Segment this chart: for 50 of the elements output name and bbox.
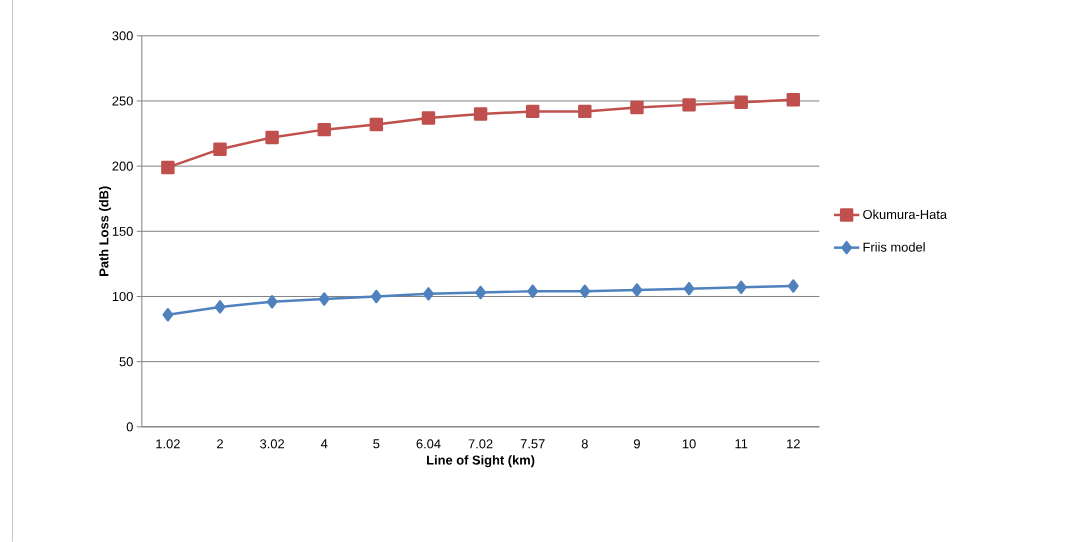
point	[578, 104, 592, 119]
point	[475, 285, 486, 300]
point	[265, 130, 279, 145]
point	[527, 284, 539, 298]
point	[317, 122, 331, 137]
point	[421, 111, 436, 125]
x-tick-label: 5	[373, 439, 380, 449]
point	[787, 279, 799, 293]
x-tick-label: 2	[217, 439, 223, 449]
point	[423, 287, 434, 301]
point	[214, 300, 226, 314]
x-tick-label: 7.57	[520, 439, 545, 449]
x-tick-label: 11	[735, 439, 748, 449]
y-tick-label: 150	[112, 226, 133, 236]
y-tick-label: 100	[112, 291, 133, 301]
x-tick-label: 8	[581, 439, 588, 449]
legend-label: Friis model	[863, 242, 925, 252]
y-tick-label: 0	[126, 422, 133, 432]
x-tick-label: 1.02	[156, 439, 180, 449]
x-tick-label: 6.04	[416, 439, 441, 449]
x-tick-label: 4	[320, 439, 328, 449]
y-axis-title: Path Loss (dB)	[98, 186, 112, 276]
point	[735, 280, 747, 294]
y-tick-label: 200	[112, 161, 133, 171]
point	[162, 307, 174, 322]
point	[266, 294, 278, 309]
y-tick-label: 50	[119, 356, 133, 367]
x-tick-label: 12	[787, 439, 800, 449]
point	[369, 117, 384, 132]
legend-label: Okumura-Hata	[863, 209, 948, 219]
x-axis-title: Line of Sight (km)	[427, 455, 535, 468]
x-tick-label: 7.02	[468, 439, 493, 449]
point	[525, 104, 540, 119]
point	[683, 281, 695, 296]
x-tick-label: 10	[682, 439, 696, 449]
point	[631, 283, 643, 297]
point	[682, 98, 696, 112]
y-tick-label: 300	[112, 31, 133, 41]
point	[630, 100, 644, 115]
point	[734, 95, 748, 109]
x-tick-label: 3.02	[260, 439, 284, 449]
point	[161, 160, 175, 175]
point	[318, 292, 330, 306]
point	[213, 142, 227, 156]
point	[579, 284, 591, 298]
y-tick-label: 250	[112, 96, 133, 106]
x-tick-label: 9	[633, 439, 640, 449]
point	[371, 289, 382, 304]
point	[473, 107, 488, 121]
point	[786, 92, 801, 107]
